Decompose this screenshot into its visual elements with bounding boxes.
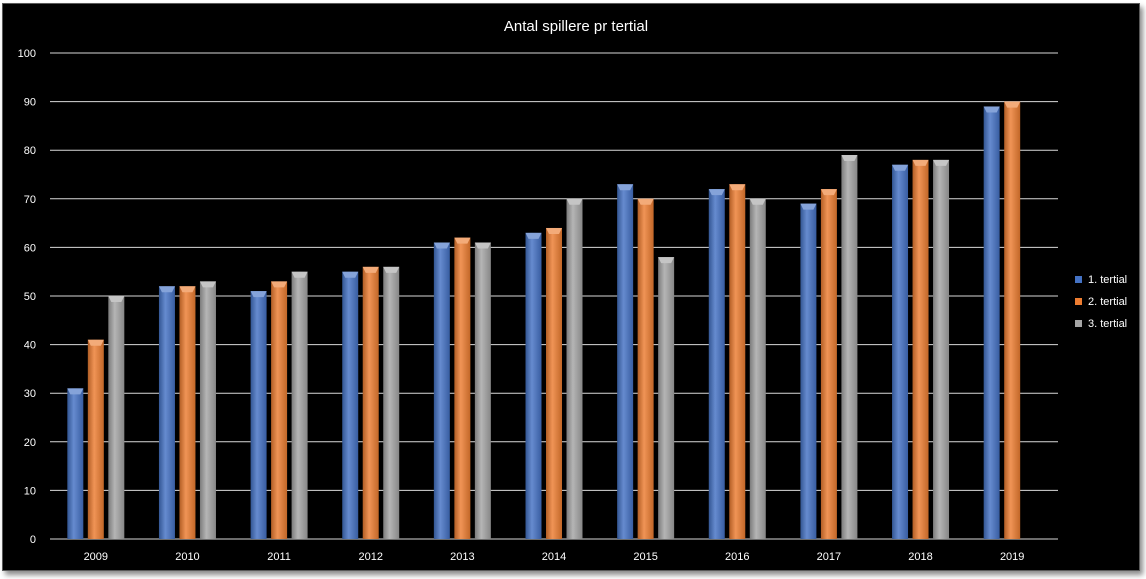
bar-3-tertial-2017	[841, 155, 858, 539]
bar-3-tertial-2015	[658, 257, 675, 539]
bar-bevel	[474, 242, 491, 249]
bar-2-tertial-2010	[179, 286, 196, 539]
legend-swatch	[1075, 320, 1082, 327]
bar-2-tertial-2009	[87, 339, 104, 539]
bar-bevel	[342, 271, 359, 278]
bar-bevel	[433, 242, 450, 249]
y-axis-ticks: 0 10 20 30 40 50 60 70 80 90 100	[18, 48, 36, 546]
bar-bevel	[912, 159, 929, 166]
bar-1-tertial-2015	[617, 184, 634, 539]
bar-1-tertial-2014	[525, 232, 542, 539]
bar-bevel	[87, 339, 104, 346]
y-tick-label: 80	[24, 145, 36, 157]
x-tick-label: 2019	[1000, 551, 1024, 563]
x-tick-label: 2009	[84, 551, 108, 563]
x-tick-label: 2015	[633, 551, 657, 563]
y-tick-label: 100	[18, 48, 36, 60]
bar-bevel	[454, 237, 471, 244]
chart-title: Antal spillere pr tertial	[504, 18, 648, 35]
bar-bevel	[383, 266, 400, 273]
y-tick-label: 30	[24, 388, 36, 400]
bar-2-tertial-2017	[820, 189, 837, 539]
bar-bevel	[291, 271, 308, 278]
y-tick-label: 20	[24, 437, 36, 449]
bar-bevel	[199, 281, 216, 288]
x-tick-label: 2013	[450, 551, 474, 563]
bar-1-tertial-2013	[433, 242, 450, 540]
x-tick-label: 2014	[542, 551, 566, 563]
x-tick-label: 2018	[908, 551, 932, 563]
y-tick-label: 90	[24, 97, 36, 109]
bar-bevel	[933, 159, 950, 166]
bar-bevel	[525, 232, 542, 239]
bar-3-tertial-2009	[108, 296, 125, 539]
bar-bevel	[179, 286, 196, 293]
x-tick-label: 2017	[817, 551, 841, 563]
bar-3-tertial-2011	[291, 271, 308, 539]
bar-bevel	[729, 184, 746, 191]
bar-1-tertial-2012	[342, 271, 359, 539]
bar-1-tertial-2017	[800, 203, 817, 539]
bar-3-tertial-2012	[383, 266, 400, 539]
legend-label: 3. tertial	[1088, 318, 1127, 330]
bar-bevel	[892, 164, 909, 171]
bar-3-tertial-2013	[474, 242, 491, 540]
x-tick-label: 2010	[175, 551, 199, 563]
bar-2-tertial-2016	[729, 184, 746, 539]
bar-bevel	[271, 281, 288, 288]
bar-3-tertial-2014	[566, 198, 583, 540]
bar-bevel	[708, 189, 725, 196]
y-tick-label: 60	[24, 242, 36, 254]
bar-2-tertial-2018	[912, 159, 929, 540]
bar-1-tertial-2016	[708, 189, 725, 539]
bar-3-tertial-2018	[933, 159, 950, 540]
legend-label: 1. tertial	[1088, 274, 1127, 286]
bar-bevel	[617, 184, 634, 191]
bar-bevel	[983, 106, 1000, 113]
bar-bevel	[362, 266, 379, 273]
bar-bevel	[67, 388, 84, 395]
legend-swatch	[1075, 276, 1082, 283]
bar-bevel	[800, 203, 817, 210]
y-tick-label: 50	[24, 291, 36, 303]
bar-1-tertial-2009	[67, 388, 84, 539]
y-tick-label: 40	[24, 340, 36, 352]
legend: 1. tertial 2. tertial 3. tertial	[1075, 274, 1127, 330]
bar-3-tertial-2016	[749, 198, 766, 540]
bar-bevel	[841, 155, 858, 162]
x-axis-ticks: 2009 2010 2011 2012 2013 2014 2015 2016 2017 2018…	[84, 551, 1025, 563]
y-tick-label: 10	[24, 485, 36, 497]
legend-label: 2. tertial	[1088, 296, 1127, 308]
x-tick-label: 2016	[725, 551, 749, 563]
bar-bevel	[108, 296, 125, 302]
bar-2-tertial-2014	[546, 227, 562, 539]
bar-bevel	[1004, 101, 1021, 108]
bar-1-tertial-2010	[158, 286, 175, 539]
bar-2-tertial-2019	[1004, 101, 1021, 539]
bar-bevel	[250, 291, 267, 298]
bar-bevel	[749, 198, 766, 205]
bar-2-tertial-2013	[454, 237, 471, 539]
bar-1-tertial-2018	[892, 164, 909, 539]
bars	[67, 101, 1021, 540]
bar-bevel	[546, 227, 562, 234]
legend-swatch	[1075, 298, 1082, 305]
bar-3-tertial-2010	[199, 281, 216, 539]
bar-bevel	[658, 257, 675, 264]
x-tick-label: 2011	[267, 551, 291, 563]
bar-chart: Antal spillere pr tertial 0 10 20 30 40 50 60 7…	[18, 18, 1128, 563]
y-tick-label: 70	[24, 194, 36, 206]
bar-bevel	[820, 189, 837, 196]
bar-2-tertial-2012	[362, 266, 379, 539]
bar-bevel	[158, 286, 175, 293]
bar-1-tertial-2019	[983, 106, 1000, 540]
bar-bevel	[637, 198, 654, 205]
bar-2-tertial-2015	[637, 198, 654, 540]
bar-2-tertial-2011	[271, 281, 288, 539]
bar-bevel	[566, 198, 583, 205]
chart-frame: Antal spillere pr tertial 0 10 20 30 40 50 60 7…	[2, 3, 1140, 571]
x-tick-label: 2012	[358, 551, 382, 563]
y-tick-label: 0	[30, 534, 36, 546]
bar-1-tertial-2011	[250, 291, 267, 539]
